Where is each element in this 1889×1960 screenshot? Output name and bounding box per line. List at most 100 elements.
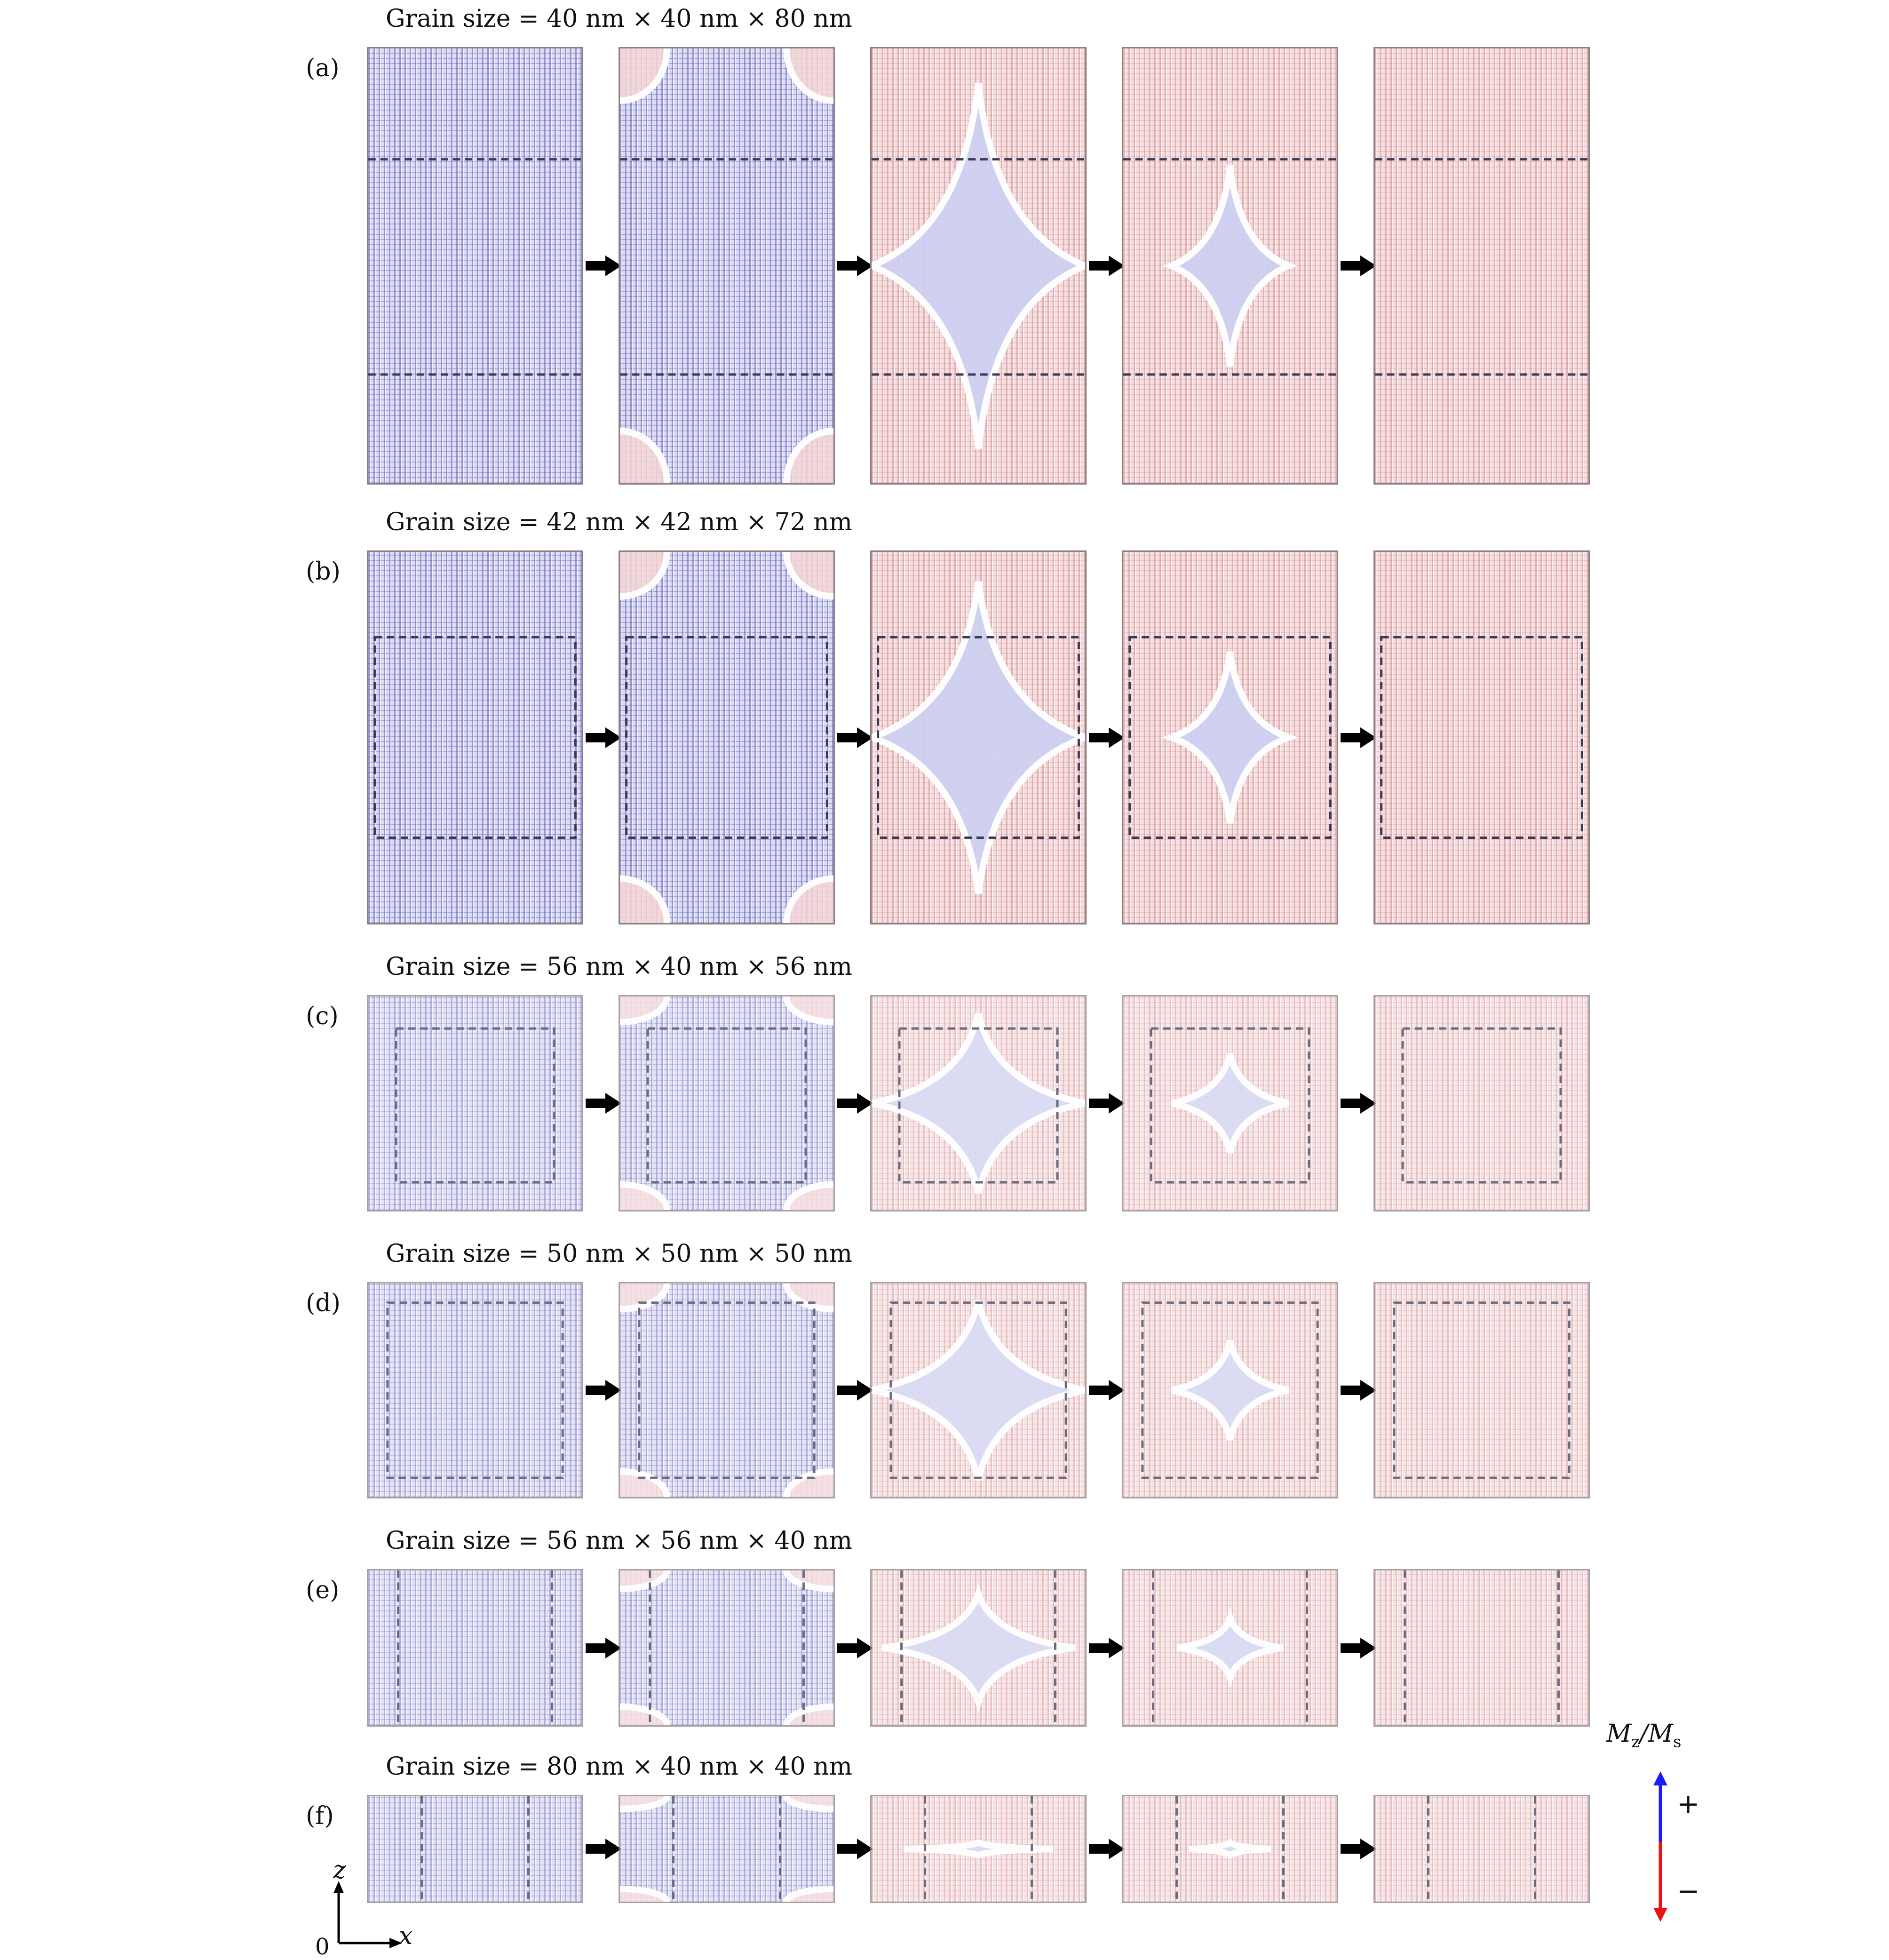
snapshot-overlay xyxy=(1141,1301,1319,1479)
grain-boundary-box xyxy=(1141,1301,1319,1479)
row-label: (b) xyxy=(306,558,341,586)
transition-arrow-icon xyxy=(837,1380,873,1401)
row-title: Grain size = 42 nm × 42 nm × 72 nm xyxy=(386,508,852,536)
legend-title: Mz/Ms xyxy=(1606,1720,1681,1751)
transition-arrow-icon xyxy=(1341,1839,1376,1859)
reversed-nucleus xyxy=(620,875,670,923)
magnetization-snapshot xyxy=(870,995,1087,1211)
transition-arrow-icon xyxy=(1089,1093,1125,1114)
row-label: (c) xyxy=(306,1002,339,1030)
transition-arrow-icon xyxy=(1341,255,1376,276)
unreversed-domain xyxy=(872,581,1085,894)
magnetization-snapshot xyxy=(367,550,583,924)
transition-arrow-icon xyxy=(1341,1093,1376,1114)
magnetization-snapshot xyxy=(870,550,1087,924)
reversed-nucleus xyxy=(783,1796,833,1812)
axis-z-label: z xyxy=(333,1856,346,1884)
snapshot-overlay xyxy=(903,1796,1054,1902)
row-label: (d) xyxy=(306,1289,341,1317)
legend-title-sub-s: s xyxy=(1673,1732,1682,1752)
magnetization-snapshot xyxy=(1122,550,1338,924)
reversed-nucleus xyxy=(620,1796,670,1812)
magnetization-snapshot xyxy=(870,1569,1087,1727)
transition-arrow-icon xyxy=(1089,1839,1125,1859)
unreversed-domain xyxy=(1161,651,1299,824)
reversed-nucleus xyxy=(620,1283,670,1313)
magnetization-snapshot xyxy=(1122,1282,1338,1498)
snapshot-overlay xyxy=(1175,1796,1285,1902)
magnetization-snapshot xyxy=(619,1282,835,1498)
reversed-nucleus xyxy=(620,996,670,1026)
grain-boundary-box xyxy=(1401,1027,1562,1184)
reversed-nucleus xyxy=(783,1570,833,1593)
transition-arrow-icon xyxy=(1089,1380,1125,1401)
magnetization-snapshot xyxy=(1373,1569,1590,1727)
snapshot-overlay xyxy=(620,48,833,483)
row-title: Grain size = 40 nm × 40 nm × 80 nm xyxy=(386,5,852,33)
reversed-nucleus xyxy=(783,428,833,483)
snapshot-overlay xyxy=(1128,636,1332,839)
magnetization-snapshot xyxy=(1373,1282,1590,1498)
magnetization-snapshot xyxy=(619,550,835,924)
legend-title-slash-m: /M xyxy=(1640,1720,1673,1748)
grain-boundary-box xyxy=(1380,636,1583,839)
magnetization-snapshot xyxy=(619,1795,835,1903)
reversed-nucleus xyxy=(783,1283,833,1313)
reversed-nucleus xyxy=(620,552,670,600)
transition-arrow-icon xyxy=(586,1093,621,1114)
reversed-nucleus xyxy=(620,1570,670,1593)
snapshot-overlay xyxy=(421,1796,530,1902)
transition-arrow-icon xyxy=(837,727,873,748)
snapshot-overlay xyxy=(386,1301,564,1479)
snapshot-overlay xyxy=(872,83,1085,449)
transition-arrow-icon xyxy=(586,255,621,276)
transition-arrow-icon xyxy=(837,255,873,276)
axis-x-label: x xyxy=(399,1922,413,1950)
snapshot-overlay xyxy=(1427,1796,1536,1902)
row-title: Grain size = 50 nm × 50 nm × 50 nm xyxy=(386,1240,852,1268)
transition-arrow-icon xyxy=(837,1839,873,1859)
snapshot-overlay xyxy=(368,158,582,376)
snapshot-overlay xyxy=(872,581,1085,894)
unreversed-domain xyxy=(872,83,1085,449)
snapshot-overlay xyxy=(620,1796,833,1902)
grain-boundary-box xyxy=(1393,1301,1571,1479)
unreversed-domain xyxy=(1162,165,1298,367)
grain-boundary-box xyxy=(1150,1027,1310,1184)
reversed-nucleus xyxy=(783,48,833,104)
snapshot-overlay xyxy=(872,1299,1085,1481)
unreversed-domain xyxy=(872,1299,1085,1481)
magnetization-snapshot xyxy=(1373,550,1590,924)
magnetization-snapshot xyxy=(870,47,1087,485)
grain-boundary-box xyxy=(395,1027,556,1184)
transition-arrow-icon xyxy=(837,1093,873,1114)
unreversed-domain xyxy=(1189,1838,1271,1860)
reversed-nucleus xyxy=(783,1703,833,1725)
row-label: (f) xyxy=(306,1802,334,1830)
transition-arrow-icon xyxy=(1341,1380,1376,1401)
magnetization-snapshot xyxy=(619,995,835,1211)
snapshot-overlay xyxy=(1401,1027,1562,1184)
snapshot-overlay xyxy=(373,636,577,839)
magnetization-snapshot xyxy=(1122,47,1338,485)
reversed-nucleus xyxy=(783,996,833,1026)
magnetization-snapshot xyxy=(1373,47,1590,485)
magnetization-snapshot xyxy=(367,1569,583,1727)
grain-boundary-box xyxy=(646,1027,807,1184)
transition-arrow-icon xyxy=(1089,727,1125,748)
legend-plus-label: + xyxy=(1677,1788,1700,1820)
transition-arrow-icon xyxy=(837,1637,873,1658)
magnetization-snapshot xyxy=(1122,995,1338,1211)
transition-arrow-icon xyxy=(586,727,621,748)
reversed-nucleus xyxy=(783,552,833,600)
snapshot-overlay xyxy=(1150,1027,1310,1184)
grain-boundary-box xyxy=(898,1027,1059,1184)
magnetization-snapshot xyxy=(1373,1795,1590,1903)
unreversed-domain xyxy=(881,1583,1075,1713)
reversed-nucleus xyxy=(783,1886,833,1902)
reversed-nucleus xyxy=(783,1181,833,1210)
reversed-nucleus xyxy=(620,1886,670,1902)
grain-boundary-box xyxy=(1128,636,1332,839)
magnetization-snapshot xyxy=(870,1282,1087,1498)
snapshot-overlay xyxy=(620,996,833,1210)
